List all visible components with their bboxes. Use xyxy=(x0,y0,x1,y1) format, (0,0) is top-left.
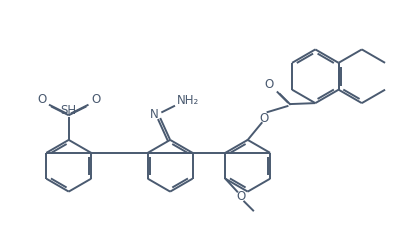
Text: O: O xyxy=(91,93,100,106)
Text: O: O xyxy=(37,93,46,106)
Text: SH: SH xyxy=(61,104,77,117)
Text: O: O xyxy=(259,111,268,124)
Text: NH₂: NH₂ xyxy=(177,94,199,107)
Text: O: O xyxy=(237,190,246,203)
Text: N: N xyxy=(150,108,159,121)
Text: O: O xyxy=(264,78,273,91)
